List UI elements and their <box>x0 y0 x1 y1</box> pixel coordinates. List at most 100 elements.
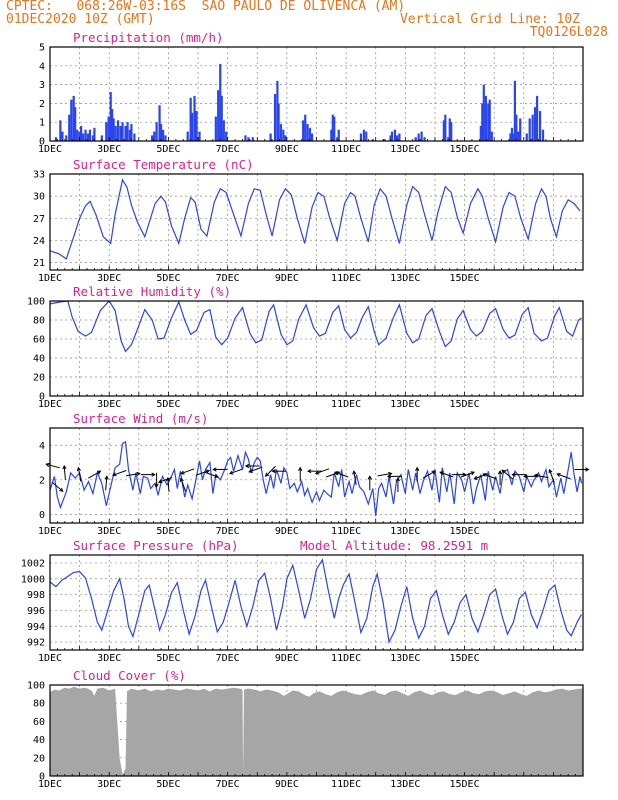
precip-bar <box>389 135 392 141</box>
precip-bar <box>398 133 401 141</box>
wind-arrow-shaft <box>195 470 210 476</box>
wind-arrow <box>386 474 402 479</box>
wind-title: Surface Wind (m/s) <box>73 411 208 426</box>
precip-bar <box>91 135 95 141</box>
precip-bar <box>79 125 83 141</box>
wind-arrow-head <box>104 475 109 480</box>
wind-arrow-shaft <box>353 471 357 486</box>
precip-bar <box>525 133 528 141</box>
wind-arrow <box>179 477 187 492</box>
humidity-title: Relative Humidity (%) <box>73 284 231 299</box>
x-tick-label: 9DEC <box>275 526 299 537</box>
wind-arrow-head <box>271 469 276 474</box>
wind-arrow <box>367 475 372 491</box>
wind-arrow-head <box>214 474 219 479</box>
wind-arrow-head <box>548 468 553 474</box>
wind-arrow <box>556 472 571 480</box>
model-id: TQ0126L028 <box>529 25 608 40</box>
precip-bar <box>117 120 120 141</box>
precip-bar <box>515 114 518 141</box>
y-tick-label: 2 <box>39 475 45 486</box>
x-tick-label: 15DEC <box>450 144 480 155</box>
precip-bar <box>217 90 220 141</box>
precip-bar <box>490 131 493 141</box>
wind-arrow-head <box>112 472 117 477</box>
precip-bar <box>78 131 81 141</box>
wind-arrow-head <box>165 476 171 482</box>
precip-bar <box>109 92 112 141</box>
y-tick-label: 80 <box>33 699 45 710</box>
cloud-cover-area <box>50 686 583 776</box>
wind-arrow <box>45 462 60 469</box>
precip-bar <box>84 129 87 141</box>
wind-arrow <box>264 465 276 477</box>
wind-arrow <box>422 470 436 479</box>
vertical-grid-line-note: Vertical Grid Line: 10Z <box>399 12 580 27</box>
wind-arrow-shaft <box>334 471 349 478</box>
precip-bar <box>333 116 336 141</box>
precip-bar <box>151 135 154 141</box>
y-tick-label: 20 <box>33 753 45 764</box>
y-tick-label: 2 <box>39 99 45 110</box>
wind-arrow <box>51 481 64 492</box>
wind-arrow-shaft <box>125 472 140 477</box>
wind-arrow-shaft <box>501 469 514 480</box>
wind-arrow <box>352 470 357 486</box>
precip-bar <box>365 131 368 141</box>
precip-bar <box>273 94 277 141</box>
cloud-cover-title: Cloud Cover (%) <box>73 668 186 683</box>
wind-arrow-shaft <box>440 471 454 478</box>
x-tick-label: 11DEC <box>331 653 361 664</box>
precip-bar <box>359 133 363 141</box>
precip-bar <box>269 133 272 141</box>
x-tick-label: 1DEC <box>38 779 62 790</box>
wind-arrow-head <box>511 472 516 477</box>
wind-arrow <box>334 471 349 478</box>
wind-arrow-head <box>497 470 503 475</box>
wind-arrow <box>228 468 244 475</box>
x-tick-label: 5DEC <box>156 144 180 155</box>
wind-arrow-shaft <box>249 466 263 473</box>
x-tick-label: 1DEC <box>38 144 62 155</box>
x-tick-label: 9DEC <box>275 144 299 155</box>
precip-bar <box>82 133 85 141</box>
precip-bar <box>510 127 514 141</box>
precip-bar <box>487 103 490 141</box>
precip-bar <box>59 120 62 141</box>
x-tick-label: 13DEC <box>390 273 420 284</box>
wind-arrow-head <box>556 472 561 477</box>
y-tick-label: 80 <box>33 316 45 327</box>
precip-bar <box>533 107 537 141</box>
precip-bar <box>336 137 339 141</box>
wind-arrow-head <box>154 483 159 488</box>
wind-arrow-shaft <box>180 468 195 475</box>
precip-bar <box>65 135 68 141</box>
wind-arrow <box>306 469 323 474</box>
wind-arrow-shaft <box>112 470 127 476</box>
wind-arrow-head <box>415 466 420 471</box>
precip-bar <box>310 133 314 141</box>
wind-arrow <box>154 472 159 488</box>
precip-bar <box>247 137 250 141</box>
y-tick-label: 4 <box>39 61 45 72</box>
precip-bar <box>244 135 247 141</box>
y-tick-label: 992 <box>27 638 45 649</box>
wind-arrow <box>497 470 503 486</box>
wind-arrow <box>574 467 590 472</box>
precip-bar <box>68 114 71 141</box>
temperature-panel: 21 24 27 30 33 1DEC 3DEC 5DEC 7DEC 9DEC 11DEC 13DEC… <box>33 157 584 284</box>
precip-bar <box>484 95 487 141</box>
wind-arrow-shaft <box>77 467 82 482</box>
wind-arrow-head <box>45 462 50 467</box>
x-tick-label: 3DEC <box>97 779 121 790</box>
precip-bar <box>61 131 64 141</box>
x-tick-label: 15DEC <box>450 399 480 410</box>
x-tick-label: 7DEC <box>216 273 240 284</box>
precip-bar <box>158 105 161 141</box>
x-tick-label: 9DEC <box>275 399 299 410</box>
wind-arrow-head <box>76 466 81 472</box>
wind-arrow-head <box>386 474 392 479</box>
precipitation-panel: 0 1 2 3 4 5 1DEC 3DEC 5DEC 7DEC 9DEC 11DEC 13DEC 15DE… <box>38 30 584 155</box>
precip-bar <box>541 129 545 141</box>
